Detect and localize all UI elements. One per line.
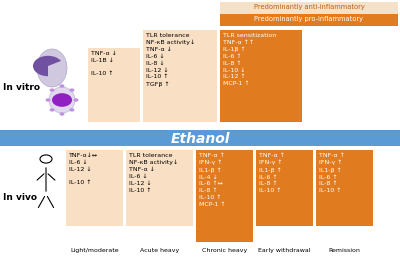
FancyBboxPatch shape <box>196 150 253 242</box>
Text: TLR sensitization
TNF-α ↑↑
IL-1β ↑
IL-6 ↑
IL-8 ↑
IL-10 ↓
IL-12 ↑
MCP-1 ↑: TLR sensitization TNF-α ↑↑ IL-1β ↑ IL-6 … <box>223 33 276 86</box>
Circle shape <box>50 108 55 112</box>
Circle shape <box>46 98 50 102</box>
Circle shape <box>60 112 64 116</box>
FancyBboxPatch shape <box>0 130 400 146</box>
Circle shape <box>50 88 55 92</box>
Text: Early withdrawal: Early withdrawal <box>258 248 311 253</box>
Text: Light/moderate: Light/moderate <box>70 248 119 253</box>
Text: Ethanol: Ethanol <box>170 132 230 147</box>
FancyBboxPatch shape <box>66 150 123 226</box>
Text: Predominantly anti-inflammatory: Predominantly anti-inflammatory <box>254 4 364 10</box>
FancyBboxPatch shape <box>88 48 140 122</box>
Text: Acute heavy: Acute heavy <box>140 248 179 253</box>
Text: In vitro: In vitro <box>3 84 40 92</box>
FancyBboxPatch shape <box>220 30 302 122</box>
Circle shape <box>52 93 72 107</box>
Text: TNF-α ↑
IFN-γ ↑
IL1-β ↑
IL-6 ↑
IL-8 ↑
IL-10 ↑: TNF-α ↑ IFN-γ ↑ IL1-β ↑ IL-6 ↑ IL-8 ↑ IL… <box>259 153 285 193</box>
Text: In vivo: In vivo <box>3 193 37 202</box>
Text: TNF-α ↑
IFN-γ ↑
IL1-β ↑
IL-4 ↓
IL-6 ↑↔
IL-8 ↑
IL-10 ↑
MCP-1 ↑: TNF-α ↑ IFN-γ ↑ IL1-β ↑ IL-4 ↓ IL-6 ↑↔ I… <box>199 153 226 207</box>
Text: Chronic heavy: Chronic heavy <box>202 248 247 253</box>
FancyBboxPatch shape <box>126 150 193 226</box>
Text: TLR tolerance
NF-κB activity↓
TNF-α ↓
IL-6 ↓
IL-12 ↓
IL-10 ↑: TLR tolerance NF-κB activity↓ TNF-α ↓ IL… <box>129 153 178 193</box>
Circle shape <box>69 108 74 112</box>
Ellipse shape <box>49 87 75 113</box>
FancyBboxPatch shape <box>316 150 373 226</box>
Ellipse shape <box>37 49 67 87</box>
FancyBboxPatch shape <box>143 30 217 122</box>
Text: TNF-α↓↔
IL-6 ↓
IL-12 ↓

IL-10 ↑: TNF-α↓↔ IL-6 ↓ IL-12 ↓ IL-10 ↑ <box>69 153 98 185</box>
Circle shape <box>60 84 64 88</box>
Text: Remission: Remission <box>328 248 360 253</box>
FancyBboxPatch shape <box>220 2 398 14</box>
Wedge shape <box>33 56 61 76</box>
FancyBboxPatch shape <box>256 150 313 226</box>
Circle shape <box>69 88 74 92</box>
Circle shape <box>74 98 78 102</box>
FancyBboxPatch shape <box>220 14 398 26</box>
Text: TNF-α ↑
IFN-γ ↑
IL1-β ↑
IL-6 ↑
IL-8 ↑
IL-10 ↑: TNF-α ↑ IFN-γ ↑ IL1-β ↑ IL-6 ↑ IL-8 ↑ IL… <box>319 153 345 193</box>
Text: Predominantly pro-inflammatory: Predominantly pro-inflammatory <box>254 16 364 22</box>
Text: TLR tolerance
NF-κB activity↓
TNF-α ↓
IL-6 ↓
IL-8 ↓
IL-12 ↓
IL-10 ↑
TGFβ ↑: TLR tolerance NF-κB activity↓ TNF-α ↓ IL… <box>146 33 195 87</box>
Text: TNF-α ↓
IL-1B ↓

IL-10 ↑: TNF-α ↓ IL-1B ↓ IL-10 ↑ <box>91 51 117 76</box>
